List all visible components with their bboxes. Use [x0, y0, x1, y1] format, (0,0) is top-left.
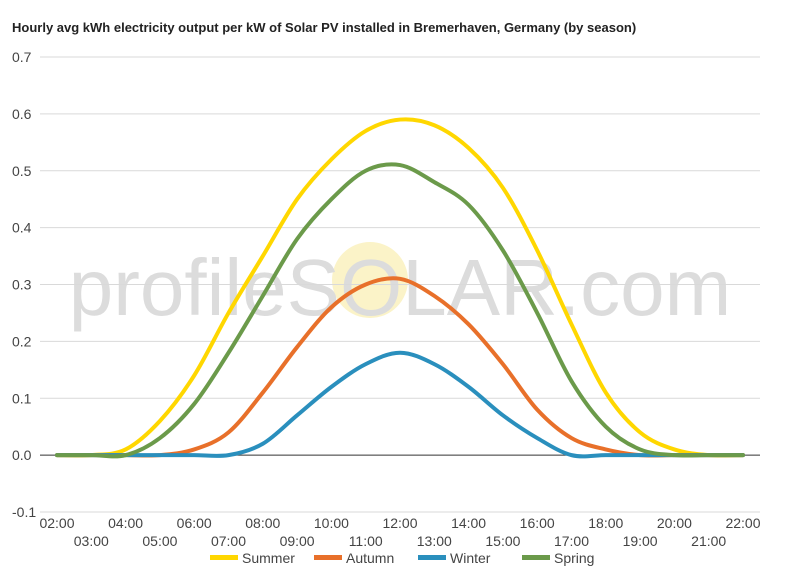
x-tick-label: 02:00 [39, 515, 74, 531]
x-tick-label: 16:00 [520, 515, 555, 531]
x-tick-label: 15:00 [485, 533, 520, 549]
x-tick-label: 11:00 [349, 533, 383, 549]
x-tick-label: 10:00 [314, 515, 349, 531]
x-tick-label: 05:00 [142, 533, 177, 549]
x-tick-label: 08:00 [245, 515, 280, 531]
y-tick-label: 0.3 [12, 277, 32, 293]
y-tick-label: 0.7 [12, 49, 32, 65]
watermark: profileSOLAR.com [69, 243, 731, 332]
x-tick-label: 07:00 [211, 533, 246, 549]
x-tick-label: 17:00 [554, 533, 589, 549]
x-tick-label: 04:00 [108, 515, 143, 531]
x-tick-label: 18:00 [588, 515, 623, 531]
chart-title: Hourly avg kWh electricity output per kW… [12, 20, 637, 35]
legend-swatch-winter [418, 555, 446, 560]
x-tick-label: 14:00 [451, 515, 486, 531]
legend-swatch-spring [522, 555, 550, 560]
y-tick-label: 0.0 [12, 447, 32, 463]
legend-label-summer: Summer [242, 550, 295, 566]
x-tick-label: 06:00 [177, 515, 212, 531]
x-tick-label: 12:00 [382, 515, 417, 531]
x-tick-label: 22:00 [725, 515, 760, 531]
x-tick-label: 03:00 [74, 533, 109, 549]
x-tick-label: 13:00 [417, 533, 452, 549]
x-tick-label: 20:00 [657, 515, 692, 531]
y-tick-label: -0.1 [12, 504, 36, 520]
y-tick-label: 0.2 [12, 333, 32, 349]
y-tick-label: 0.6 [12, 106, 32, 122]
y-tick-label: 0.5 [12, 163, 32, 179]
watermark-sun [332, 242, 408, 318]
x-tick-label: 21:00 [691, 533, 726, 549]
x-tick-label: 09:00 [280, 533, 315, 549]
legend-label-winter: Winter [450, 550, 491, 566]
series-line-winter [55, 350, 745, 459]
legend-label-spring: Spring [554, 550, 594, 566]
series-line-spring [55, 162, 745, 459]
y-tick-label: 0.4 [12, 220, 32, 236]
x-tick-label: 19:00 [623, 533, 658, 549]
legend-swatch-summer [210, 555, 238, 560]
series-line-summer [55, 117, 745, 458]
y-tick-label: 0.1 [12, 390, 32, 406]
legend-swatch-autumn [314, 555, 342, 560]
legend-label-autumn: Autumn [346, 550, 394, 566]
